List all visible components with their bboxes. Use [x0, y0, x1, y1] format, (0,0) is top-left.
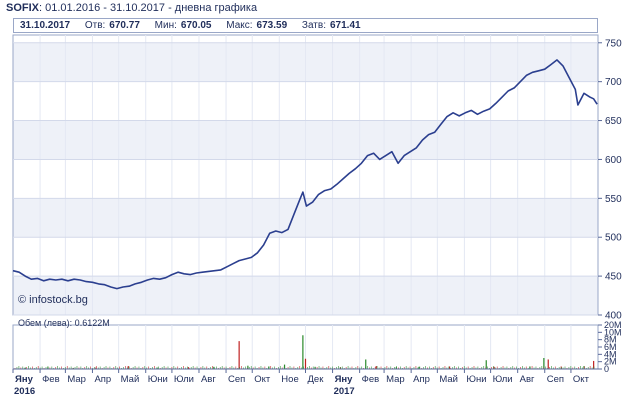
volume-tick-label: 0 — [604, 364, 609, 374]
open-value: 670.77 — [109, 20, 140, 31]
copyright-notice: © infostock.bg — [18, 294, 88, 306]
volume-tick-label: 8M — [604, 335, 617, 345]
volume-tick-label: 20M — [604, 320, 622, 330]
price-tick-label: 700 — [605, 77, 622, 88]
month-tick-label: Май — [121, 374, 140, 385]
open-label: Отв: — [84, 20, 106, 31]
ohlc-info-bar: 31.10.2017 Отв: 670.77 Мин: 670.05 Макс: 67… — [13, 18, 598, 33]
month-tick-label: Окт — [254, 374, 271, 385]
month-tick-label: Дек — [308, 374, 325, 385]
date-range: : 01.01.2016 - 31.10.2017 - дневна графи… — [39, 2, 258, 14]
volume-tick-label: 2M — [604, 357, 617, 367]
month-tick-label: Юли — [174, 374, 194, 385]
month-tick-label: Фев — [362, 374, 380, 385]
price-y-axis: 400 450 500 550 600 650 700 750 — [598, 38, 622, 322]
month-tick-label: Юни — [148, 374, 168, 385]
price-tick-label: 600 — [605, 155, 622, 166]
close-label: Затв: — [301, 20, 326, 31]
month-tick-label: Юли — [493, 374, 513, 385]
month-tick-label: Май — [439, 374, 458, 385]
price-line — [12, 59, 598, 290]
volume-tick-label: 4M — [604, 349, 617, 359]
month-tick-label: Яну — [335, 374, 354, 385]
month-tick-label: Мар — [386, 374, 405, 385]
price-series — [12, 59, 598, 290]
volume-tick-label: 6M — [604, 342, 617, 352]
high-value: 673.59 — [256, 20, 288, 31]
low-value: 670.05 — [180, 20, 212, 31]
high-label: Макс: — [226, 20, 253, 31]
month-tick-label: Сеп — [228, 374, 245, 385]
info-date: 31.10.2017 — [20, 20, 71, 31]
month-tick-label: Ное — [281, 374, 298, 385]
chart-title: SOFIX: 01.01.2016 - 31.10.2017 - дневна … — [6, 2, 257, 14]
month-tick-label: Окт — [573, 374, 590, 385]
price-tick-label: 550 — [605, 194, 622, 205]
year-tick-label: 2016 — [14, 386, 35, 397]
month-tick-label: Апр — [94, 374, 111, 385]
month-tick-label: Мар — [67, 374, 86, 385]
volume-tick-label: 10M — [604, 327, 622, 337]
price-tick-label: 450 — [605, 272, 622, 283]
month-tick-label: Апр — [413, 374, 430, 385]
price-tick-label: 400 — [605, 311, 622, 322]
year-tick-label: 2017 — [334, 386, 355, 397]
volume-label: Обем (лева): 0.6122M — [18, 318, 110, 328]
month-tick-label: Авг — [520, 374, 535, 385]
symbol: SOFIX — [6, 2, 40, 14]
month-tick-label: Авг — [201, 374, 216, 385]
month-tick-label: Фев — [42, 374, 60, 385]
month-tick-label: Юни — [466, 374, 486, 385]
month-tick-label: Яну — [15, 374, 34, 385]
price-tick-label: 500 — [605, 233, 622, 244]
month-tick-label: Сеп — [547, 374, 564, 385]
price-tick-label: 750 — [605, 38, 622, 49]
price-tick-label: 650 — [605, 116, 622, 127]
low-label: Мин: — [154, 20, 177, 31]
close-value: 671.41 — [329, 20, 361, 31]
